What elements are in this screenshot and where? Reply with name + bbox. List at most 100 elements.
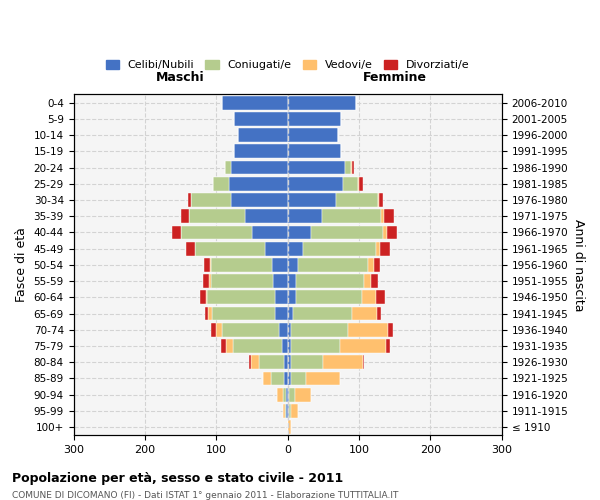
Bar (293, 306, 352, 320)
Bar (208, 306, 212, 320)
Bar (376, 242, 380, 256)
Bar (387, 226, 397, 239)
Bar (283, 404, 285, 418)
Bar (384, 210, 394, 223)
Bar (274, 274, 287, 288)
Bar (259, 356, 284, 369)
Bar (296, 274, 364, 288)
Bar (386, 339, 390, 353)
Bar (245, 210, 287, 223)
Bar (296, 290, 362, 304)
Bar (249, 356, 251, 369)
Bar (234, 112, 287, 126)
Bar (226, 339, 233, 353)
Bar (287, 404, 289, 418)
Bar (287, 388, 289, 402)
Bar (298, 258, 368, 272)
Bar (287, 144, 341, 158)
Bar (172, 226, 181, 239)
Bar (291, 339, 340, 353)
Bar (284, 372, 287, 386)
Bar (272, 258, 287, 272)
Bar (222, 323, 279, 336)
Text: Popolazione per età, sesso e stato civile - 2011: Popolazione per età, sesso e stato civil… (12, 472, 343, 485)
Bar (214, 177, 229, 190)
Bar (380, 210, 384, 223)
Text: Femmine: Femmine (363, 72, 427, 85)
Bar (287, 193, 336, 207)
Bar (181, 226, 252, 239)
Bar (189, 210, 245, 223)
Bar (210, 258, 211, 272)
Bar (290, 404, 298, 418)
Bar (287, 339, 291, 353)
Bar (188, 193, 191, 207)
Bar (352, 160, 354, 174)
Bar (376, 290, 385, 304)
Bar (230, 193, 287, 207)
Bar (221, 339, 226, 353)
Bar (209, 274, 211, 288)
Bar (349, 323, 388, 336)
Bar (212, 306, 275, 320)
Bar (352, 306, 377, 320)
Bar (230, 160, 287, 174)
Bar (287, 242, 304, 256)
Bar (287, 177, 343, 190)
Bar (252, 226, 287, 239)
Bar (377, 193, 379, 207)
Bar (277, 388, 283, 402)
Bar (222, 96, 287, 110)
Bar (388, 323, 394, 336)
Bar (368, 258, 374, 272)
Bar (203, 274, 209, 288)
Bar (217, 323, 222, 336)
Bar (287, 226, 311, 239)
Y-axis label: Fasce di età: Fasce di età (15, 228, 28, 302)
Bar (211, 274, 274, 288)
Bar (358, 177, 359, 190)
Bar (205, 306, 208, 320)
Bar (187, 242, 195, 256)
Bar (340, 339, 386, 353)
Bar (287, 96, 356, 110)
Bar (379, 193, 383, 207)
Bar (287, 290, 296, 304)
Bar (265, 242, 287, 256)
Bar (336, 193, 377, 207)
Bar (287, 323, 291, 336)
Bar (364, 274, 371, 288)
Bar (322, 210, 380, 223)
Bar (287, 306, 293, 320)
Bar (383, 226, 387, 239)
Bar (211, 323, 217, 336)
Bar (275, 290, 287, 304)
Bar (311, 226, 383, 239)
Bar (289, 388, 295, 402)
Bar (287, 356, 291, 369)
Bar (284, 356, 287, 369)
Bar (238, 128, 287, 142)
Bar (323, 356, 362, 369)
Bar (287, 420, 291, 434)
Bar (287, 128, 338, 142)
Bar (291, 356, 323, 369)
Bar (287, 160, 345, 174)
Bar (200, 290, 206, 304)
Bar (271, 372, 284, 386)
Bar (287, 210, 322, 223)
Bar (287, 274, 296, 288)
Bar (285, 404, 286, 418)
Bar (295, 388, 311, 402)
Bar (374, 258, 380, 272)
Bar (286, 388, 287, 402)
Text: Maschi: Maschi (156, 72, 205, 85)
Bar (287, 258, 298, 272)
Bar (286, 404, 287, 418)
Bar (282, 339, 287, 353)
Bar (225, 160, 230, 174)
Legend: Celibi/Nubili, Coniugati/e, Vedovi/e, Divorziati/e: Celibi/Nubili, Coniugati/e, Vedovi/e, Di… (101, 56, 475, 74)
Bar (305, 372, 340, 386)
Bar (343, 177, 358, 190)
Bar (287, 112, 341, 126)
